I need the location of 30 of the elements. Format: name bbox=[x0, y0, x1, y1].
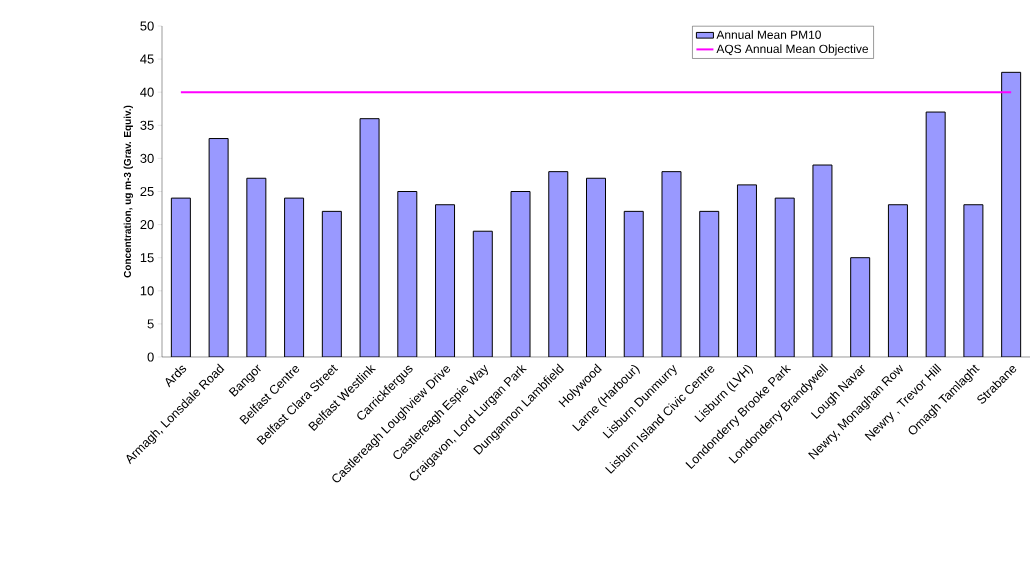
bar bbox=[321, 210, 342, 357]
bar bbox=[887, 204, 908, 357]
y-tick-label: 50 bbox=[140, 21, 154, 31]
y-tick-label: 25 bbox=[140, 186, 154, 197]
bar bbox=[472, 230, 493, 357]
y-tick-label: 10 bbox=[140, 286, 154, 296]
bar bbox=[925, 111, 946, 357]
bar bbox=[548, 171, 569, 357]
bar bbox=[699, 210, 720, 357]
bar bbox=[850, 257, 871, 357]
bar bbox=[284, 197, 305, 357]
bar bbox=[736, 184, 757, 357]
y-axis-title: Concentration, ug m-3 (Grav. Equiv.) bbox=[123, 105, 133, 278]
y-tick-label: 0 bbox=[147, 352, 154, 362]
bar bbox=[774, 197, 795, 357]
bar bbox=[435, 204, 456, 357]
y-tick-label: 5 bbox=[147, 319, 154, 329]
y-tick-label: 35 bbox=[140, 120, 154, 130]
y-tick-label: 30 bbox=[140, 153, 154, 163]
y-tick-label: 15 bbox=[140, 253, 154, 263]
legend-label: AQS Annual Mean Objective bbox=[716, 44, 869, 56]
bar bbox=[170, 197, 191, 357]
bar bbox=[397, 191, 418, 357]
y-tick-label: 20 bbox=[140, 220, 154, 230]
bar bbox=[1001, 71, 1022, 357]
bar bbox=[586, 177, 607, 357]
legend-label: Annual Mean PM10 bbox=[716, 30, 821, 39]
y-tick-label: 45 bbox=[140, 54, 154, 64]
bar bbox=[623, 210, 644, 357]
y-tick-label: 40 bbox=[140, 87, 154, 97]
